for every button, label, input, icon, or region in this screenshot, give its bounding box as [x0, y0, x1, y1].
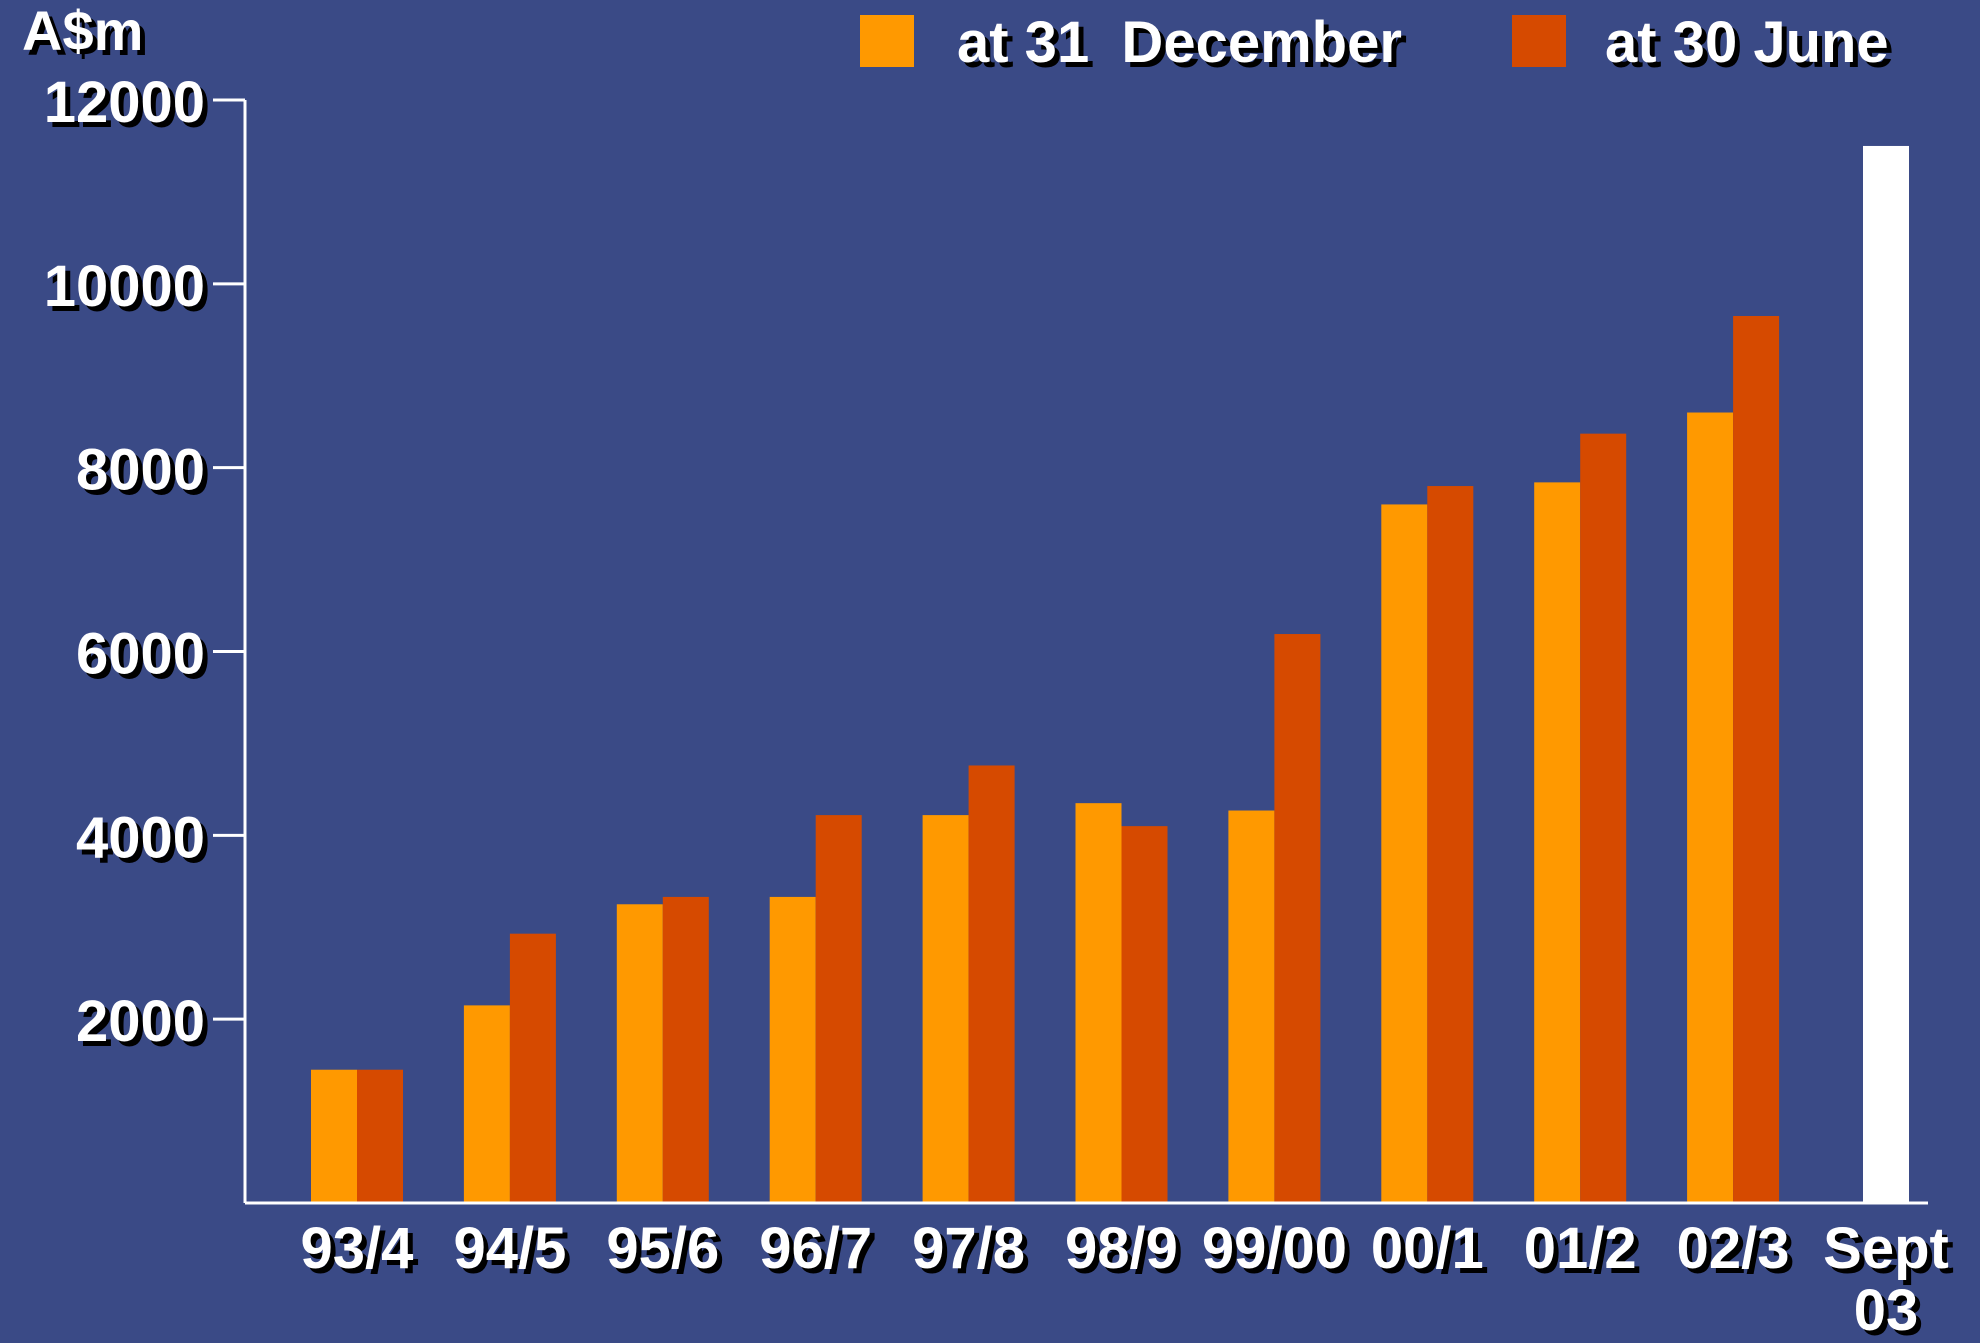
x-tick-label: 97/8: [912, 1216, 1025, 1281]
bar-93-4-series-1: [357, 1069, 403, 1203]
y-axis-title: A$m: [22, 0, 143, 62]
bar-sept-03-series-2: [1863, 145, 1909, 1203]
bar-93-4-series-0: [311, 1069, 357, 1203]
legend-label-december-shadow: at 31 December: [962, 15, 1407, 80]
bar-00-1-series-0: [1381, 504, 1428, 1203]
y-tick-label: 10000: [44, 254, 205, 319]
x-tick-label-shadow: 00/1: [1376, 1221, 1489, 1286]
x-tick-label-shadow: 02/3: [1682, 1221, 1795, 1286]
x-tick-label: 93/4: [301, 1216, 414, 1281]
legend-label-december: at 31 December: [957, 10, 1402, 75]
x-tick-label-shadow: 97/8: [917, 1221, 1030, 1286]
x-tick-label-shadow: 98/9: [1070, 1221, 1183, 1286]
bar-02-3-series-0: [1687, 412, 1734, 1203]
x-tick-label: 96/7: [759, 1216, 872, 1281]
x-tick-label: 00/1: [1371, 1216, 1484, 1281]
legend-swatch-december: [860, 15, 914, 67]
x-tick-label: 98/9: [1065, 1216, 1178, 1281]
bar-94-5-series-0: [463, 1005, 510, 1203]
bars: [311, 145, 1909, 1204]
x-tick-label: Sept: [1823, 1216, 1949, 1281]
y-tick-label-shadow: 4000: [81, 810, 210, 875]
x-tick-label-shadow: 96/7: [764, 1221, 877, 1286]
bar-96-7-series-1: [815, 815, 862, 1203]
y-tick-label: 8000: [76, 438, 205, 503]
x-tick-label-shadow: 94/5: [458, 1221, 571, 1286]
x-axis: 93/493/4 94/594/5 95/695/6 96/796/7 97/897/8…: [245, 1201, 1954, 1343]
legend: at 31 December at 31 December at 30 June…: [860, 10, 1894, 80]
bar-97-8-series-0: [922, 815, 969, 1203]
bar-02-3-series-1: [1733, 316, 1780, 1204]
x-tick-label: 01/2: [1524, 1216, 1637, 1281]
y-tick-label-shadow: 12000: [49, 75, 210, 140]
x-tick-label: 94/5: [453, 1216, 566, 1281]
bar-99-00-series-1: [1274, 634, 1321, 1203]
y-axis-title-shadow: A$m: [27, 4, 148, 67]
y-tick-label: 6000: [76, 622, 205, 687]
legend-label-june-shadow: at 30 June: [1610, 15, 1894, 80]
bar-95-6-series-0: [616, 904, 663, 1203]
legend-label-june: at 30 June: [1605, 10, 1889, 75]
x-tick-label-shadow: 93/4: [306, 1221, 419, 1286]
bar-97-8-series-1: [968, 765, 1015, 1203]
x-tick-label: 99/00: [1202, 1216, 1347, 1281]
bar-95-6-series-1: [662, 896, 709, 1203]
x-tick-label-shadow: Sept: [1828, 1221, 1954, 1286]
legend-swatch-june: [1512, 15, 1566, 67]
y-tick-label: 2000: [76, 989, 205, 1054]
bar-98-9-series-1: [1121, 826, 1168, 1203]
bar-01-2-series-0: [1534, 482, 1581, 1204]
x-tick-label-shadow: 99/00: [1207, 1221, 1352, 1286]
bar-00-1-series-1: [1427, 486, 1474, 1203]
y-tick-label: 4000: [76, 805, 205, 870]
x-tick-label: 95/6: [606, 1216, 719, 1281]
x-tick-label: 03: [1854, 1278, 1919, 1343]
x-tick-label-shadow: 03: [1859, 1283, 1924, 1343]
y-tick-label-shadow: 6000: [81, 627, 210, 692]
bar-99-00-series-0: [1228, 810, 1275, 1203]
bar-01-2-series-1: [1580, 433, 1627, 1204]
y-tick-label-shadow: 2000: [81, 994, 210, 1059]
y-tick-label-shadow: 8000: [81, 443, 210, 508]
bar-94-5-series-1: [509, 933, 556, 1203]
y-tick-label: 12000: [44, 70, 205, 135]
bar-96-7-series-0: [769, 896, 816, 1203]
bar-98-9-series-0: [1075, 803, 1122, 1203]
x-tick-label-shadow: 01/2: [1529, 1221, 1642, 1286]
y-tick-label-shadow: 10000: [49, 259, 210, 324]
x-tick-label-shadow: 95/6: [611, 1221, 724, 1286]
x-tick-label: 02/3: [1677, 1216, 1790, 1281]
